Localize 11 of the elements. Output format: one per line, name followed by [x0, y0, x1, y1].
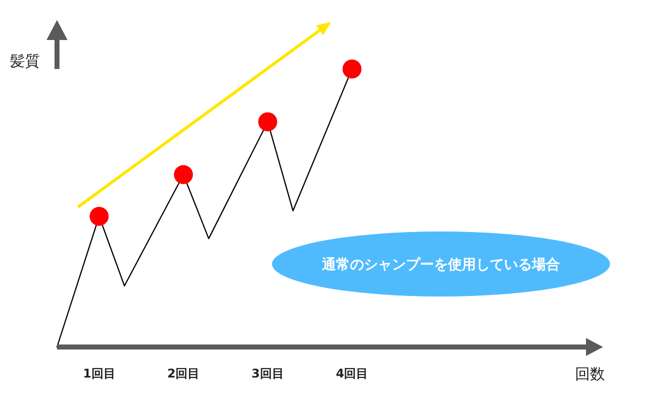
- x-tick-label: 1回目: [82, 366, 116, 381]
- x-axis-title: 回数: [575, 365, 605, 383]
- x-tick-label: 3回目: [252, 366, 284, 381]
- point: [258, 112, 278, 132]
- y-axis-title: 髪質: [10, 52, 40, 70]
- annotation: 通常のシャンプーを使用している場合: [321, 256, 560, 273]
- x-tick-label: 4回目: [336, 366, 368, 381]
- point: [90, 206, 109, 226]
- point: [174, 165, 193, 184]
- point: [342, 60, 362, 78]
- x-tick-label: 2回目: [167, 366, 200, 381]
